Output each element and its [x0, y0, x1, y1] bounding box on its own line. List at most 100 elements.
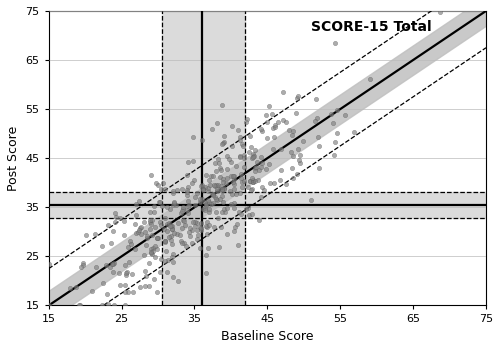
- Point: [198, 206, 206, 212]
- Point: [166, 206, 173, 212]
- Point: [202, 172, 210, 177]
- Point: [200, 205, 208, 211]
- Point: [132, 221, 140, 226]
- Point: [142, 235, 150, 240]
- Point: [208, 191, 216, 197]
- Point: [211, 160, 219, 166]
- Point: [109, 270, 117, 275]
- Point: [208, 126, 216, 132]
- Point: [215, 160, 223, 166]
- Point: [220, 133, 228, 139]
- Point: [202, 203, 210, 208]
- Point: [331, 139, 339, 145]
- Point: [182, 243, 190, 249]
- Point: [350, 130, 358, 135]
- Point: [205, 222, 213, 227]
- Point: [152, 180, 160, 186]
- Point: [147, 173, 155, 178]
- Point: [256, 126, 264, 132]
- Point: [314, 165, 322, 170]
- Point: [225, 156, 233, 161]
- Point: [246, 178, 254, 183]
- Point: [311, 118, 319, 124]
- Point: [126, 238, 134, 243]
- Point: [160, 226, 168, 232]
- Point: [230, 173, 238, 179]
- Point: [168, 259, 176, 265]
- Point: [213, 186, 221, 192]
- Point: [233, 222, 241, 227]
- Point: [165, 234, 173, 240]
- Point: [168, 223, 176, 229]
- Point: [147, 251, 155, 256]
- Point: [213, 189, 221, 194]
- Point: [146, 209, 154, 215]
- Point: [248, 155, 256, 161]
- Point: [174, 220, 182, 226]
- Point: [156, 219, 164, 225]
- Point: [218, 209, 226, 215]
- Point: [212, 197, 220, 202]
- Point: [219, 140, 227, 146]
- Point: [250, 168, 258, 174]
- Point: [199, 187, 207, 192]
- Point: [221, 209, 229, 215]
- Point: [265, 104, 273, 109]
- Point: [154, 236, 162, 241]
- Point: [214, 156, 222, 162]
- Point: [260, 187, 268, 192]
- Point: [258, 184, 266, 190]
- Point: [188, 135, 196, 140]
- Point: [179, 206, 187, 212]
- Point: [277, 167, 285, 173]
- Point: [314, 116, 322, 121]
- Point: [179, 217, 187, 223]
- Point: [220, 206, 228, 212]
- Point: [107, 240, 115, 246]
- Point: [122, 262, 130, 268]
- Point: [236, 153, 244, 159]
- Point: [223, 153, 231, 159]
- Bar: [162, 11, 246, 306]
- Point: [222, 166, 230, 172]
- Point: [183, 192, 191, 197]
- Point: [236, 137, 244, 143]
- Point: [98, 243, 106, 249]
- Point: [140, 252, 147, 258]
- Point: [165, 220, 173, 226]
- Point: [127, 241, 135, 247]
- Point: [148, 251, 156, 257]
- Point: [184, 210, 192, 216]
- Point: [150, 203, 158, 209]
- Point: [290, 176, 298, 181]
- Point: [228, 123, 236, 129]
- Point: [232, 163, 240, 169]
- Point: [129, 289, 137, 295]
- Point: [238, 141, 246, 147]
- Point: [217, 168, 225, 173]
- Point: [200, 208, 208, 213]
- Point: [248, 180, 256, 185]
- Point: [251, 165, 259, 171]
- Point: [263, 135, 271, 141]
- Point: [292, 172, 300, 177]
- Point: [230, 186, 237, 191]
- Point: [196, 246, 204, 251]
- Point: [186, 225, 194, 231]
- Point: [132, 230, 140, 236]
- Point: [79, 262, 87, 268]
- Point: [184, 160, 192, 165]
- Point: [178, 208, 186, 213]
- Point: [156, 222, 164, 228]
- Point: [274, 119, 282, 125]
- Point: [218, 187, 226, 192]
- Point: [202, 201, 210, 206]
- Point: [211, 183, 219, 189]
- Point: [178, 186, 186, 191]
- Point: [307, 197, 315, 203]
- Point: [312, 97, 320, 102]
- Point: [180, 240, 188, 246]
- Point: [249, 154, 257, 160]
- Point: [72, 284, 80, 289]
- Point: [136, 225, 144, 231]
